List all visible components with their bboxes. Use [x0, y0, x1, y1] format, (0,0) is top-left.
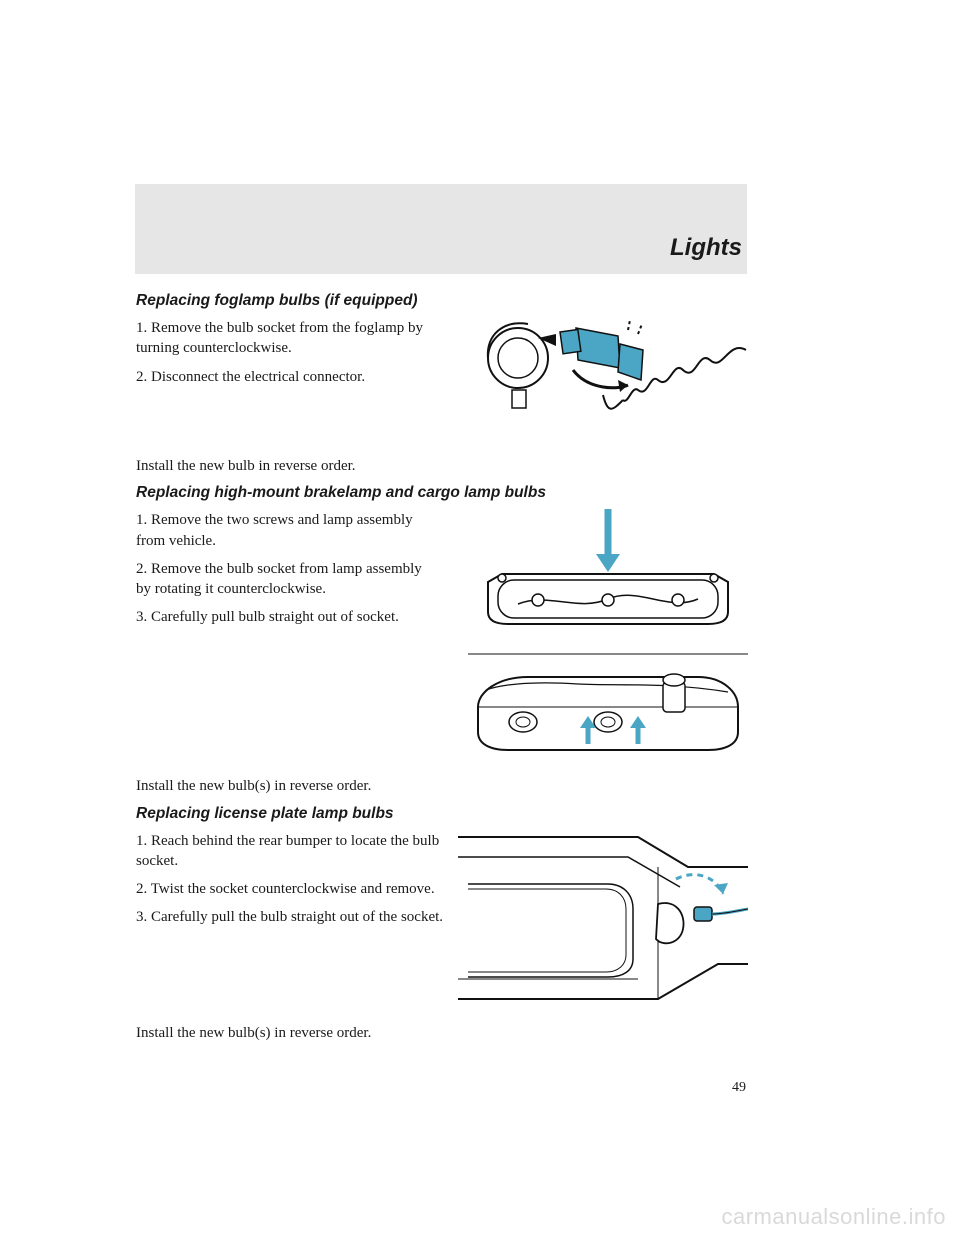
- step-text: 3. Carefully pull the bulb straight out …: [136, 907, 456, 927]
- watermark: carmanualsonline.info: [721, 1204, 946, 1230]
- section-heading: Replacing license plate lamp bulbs: [136, 805, 748, 823]
- trailer-text: Install the new bulb(s) in reverse order…: [136, 776, 748, 796]
- page-title: Lights: [670, 234, 742, 262]
- header-band: [135, 184, 747, 274]
- trailer-text: Install the new bulb in reverse order.: [136, 456, 748, 476]
- section-heading: Replacing foglamp bulbs (if equipped): [136, 292, 748, 310]
- manual-page: Lights Replacing foglamp bulbs (if equip…: [0, 0, 960, 1242]
- step-text: 1. Reach behind the rear bumper to locat…: [136, 831, 456, 872]
- step-text: 3. Carefully pull bulb straight out of s…: [136, 607, 436, 627]
- section-brakelamp: Replacing high-mount brakelamp and cargo…: [136, 484, 748, 776]
- foglamp-diagram: [478, 310, 748, 430]
- section-heading: Replacing high-mount brakelamp and cargo…: [136, 484, 748, 502]
- license-plate-diagram: [458, 829, 748, 1009]
- content-area: Replacing foglamp bulbs (if equipped) 1.…: [136, 286, 748, 1051]
- step-text: 1. Remove the two screws and lamp assemb…: [136, 510, 436, 551]
- step-text: 1. Remove the bulb socket from the fogla…: [136, 318, 436, 359]
- section-license-plate: Replacing license plate lamp bulbs 1. Re…: [136, 805, 748, 1015]
- page-number: 49: [732, 1080, 746, 1096]
- step-text: 2. Twist the socket counterclockwise and…: [136, 879, 456, 899]
- step-text: 2. Disconnect the electrical connector.: [136, 367, 436, 387]
- step-text: 2. Remove the bulb socket from lamp asse…: [136, 559, 436, 600]
- trailer-text: Install the new bulb(s) in reverse order…: [136, 1023, 748, 1043]
- section-foglamp: Replacing foglamp bulbs (if equipped) 1.…: [136, 292, 748, 452]
- brakelamp-bottom-diagram: [468, 652, 748, 762]
- brakelamp-top-diagram: [468, 504, 748, 634]
